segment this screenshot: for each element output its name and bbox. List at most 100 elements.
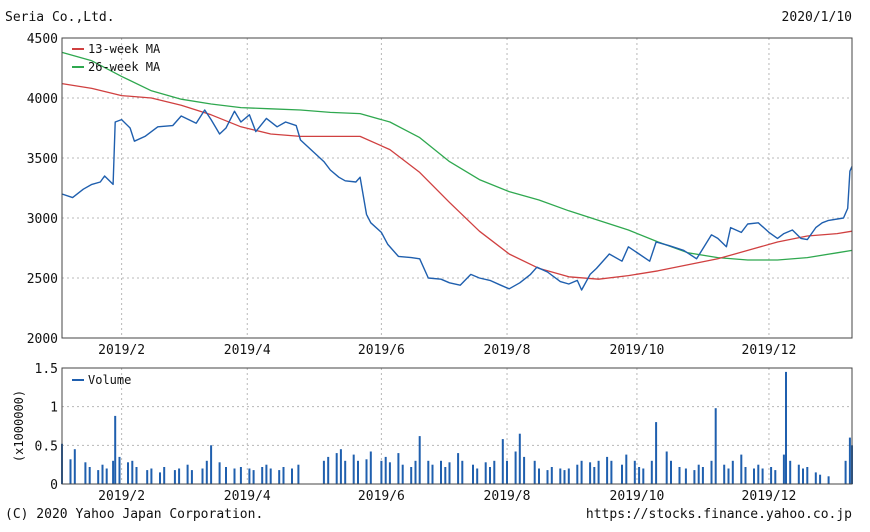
- y-tick-label: 0.5: [35, 439, 58, 454]
- volume-bar: [518, 433, 521, 484]
- volume-bar: [806, 467, 809, 484]
- volume-bar: [365, 459, 368, 484]
- y-tick-label: 1: [50, 401, 58, 416]
- volume-bar: [576, 464, 579, 484]
- volume-bar: [190, 470, 193, 484]
- volume-bar: [159, 472, 161, 484]
- volume-bar: [785, 371, 787, 484]
- volume-bar: [597, 460, 600, 484]
- volume-bar: [448, 462, 451, 484]
- copyright-text: (C) 2020 Yahoo Japan Corporation.: [5, 507, 263, 522]
- x-tick-label: 2019/10: [610, 489, 665, 504]
- volume-bar: [514, 451, 517, 484]
- y-tick-label: 3000: [27, 212, 58, 227]
- volume-bar: [697, 464, 700, 484]
- volume-bar: [761, 468, 764, 484]
- x-tick-label: 2019/12: [742, 343, 797, 358]
- volume-bar: [291, 468, 293, 484]
- price-x-axis: 2019/2 2019/4 2019/6 2019/8 2019/10 2019/12: [98, 343, 796, 358]
- y-tick-label: 2000: [27, 332, 58, 347]
- volume-bar: [844, 460, 847, 484]
- volume-bar: [457, 453, 460, 484]
- volume-bar: [538, 468, 540, 484]
- price-lines: [61, 51, 853, 291]
- volume-bar: [753, 468, 755, 484]
- volume-bar: [802, 468, 804, 484]
- volume-bar: [559, 468, 562, 484]
- volume-y-axis: 0 0.5 1 1.5: [35, 362, 58, 493]
- volume-bar: [501, 439, 504, 484]
- volume-bar: [410, 467, 413, 484]
- volume-bar: [848, 437, 851, 484]
- volume-bar: [757, 464, 760, 484]
- volume-bar: [88, 467, 91, 484]
- volume-bar: [388, 462, 391, 484]
- volume-bar: [401, 464, 404, 484]
- volume-bar: [484, 462, 487, 484]
- volume-bar: [84, 462, 87, 484]
- volume-bar: [205, 460, 208, 484]
- volume-bar: [239, 467, 242, 484]
- source-url-link[interactable]: https://stocks.finance.yahoo.co.jp: [586, 507, 852, 522]
- volume-bar: [369, 451, 372, 484]
- price-y-axis: 2000 2500 3000 3500 4000 4500: [27, 32, 58, 347]
- legend-label-volume: Volume: [88, 373, 131, 387]
- volume-bar: [819, 474, 822, 484]
- volume-bar: [625, 454, 628, 484]
- volume-bar: [127, 462, 129, 484]
- volume-x-axis: 2019/2 2019/4 2019/6 2019/8 2019/10 2019/12: [98, 489, 796, 504]
- volume-bar: [638, 467, 641, 484]
- volume-bar: [563, 470, 566, 484]
- chart-date: 2020/1/10: [782, 10, 852, 25]
- y-tick-label: 4000: [27, 92, 58, 107]
- price-plot-area: [62, 38, 852, 338]
- volume-bar: [101, 464, 104, 484]
- volume-bar: [427, 460, 430, 484]
- y-tick-label: 1.5: [35, 362, 58, 377]
- x-tick-label: 2019/12: [742, 489, 797, 504]
- x-tick-label: 2019/2: [98, 343, 145, 358]
- y-tick-label: 2500: [27, 272, 58, 287]
- volume-bar: [201, 468, 204, 484]
- volume-bar: [278, 470, 281, 484]
- volume-bar: [727, 468, 730, 484]
- volume-bar: [322, 460, 325, 484]
- volume-bar: [684, 468, 687, 484]
- series-line-price: [61, 109, 853, 291]
- volume-bar: [146, 470, 149, 484]
- volume-bar: [282, 467, 285, 484]
- volume-bar: [114, 415, 117, 484]
- volume-bar: [69, 459, 72, 484]
- volume-bar: [610, 460, 613, 484]
- volume-bar: [297, 464, 300, 484]
- x-tick-label: 2019/10: [610, 343, 665, 358]
- volume-bar: [670, 460, 672, 484]
- volume-bar: [550, 467, 553, 484]
- volume-bar: [774, 470, 777, 484]
- volume-bar: [225, 467, 227, 484]
- series-line-ma13: [61, 82, 853, 280]
- volume-bar: [567, 468, 570, 484]
- volume-bar: [97, 470, 100, 484]
- volume-bar: [472, 464, 474, 484]
- volume-bar: [546, 470, 549, 484]
- x-tick-label: 2019/8: [484, 489, 531, 504]
- volume-bar: [770, 467, 773, 484]
- series-line-ma26: [61, 51, 853, 261]
- volume-bar: [633, 460, 636, 484]
- volume-bar: [655, 422, 658, 484]
- volume-bar: [248, 468, 251, 484]
- price-grid: [62, 38, 852, 338]
- volume-bar: [533, 460, 536, 484]
- volume-bar: [444, 467, 447, 484]
- volume-bar: [269, 468, 272, 484]
- volume-bar: [678, 467, 681, 484]
- x-tick-label: 2019/2: [98, 489, 145, 504]
- volume-bar: [131, 460, 134, 484]
- y-tick-label: 0: [50, 478, 58, 493]
- volume-bar: [150, 468, 153, 484]
- volume-bar: [118, 456, 121, 484]
- volume-bar: [593, 467, 596, 484]
- volume-bar: [252, 470, 255, 484]
